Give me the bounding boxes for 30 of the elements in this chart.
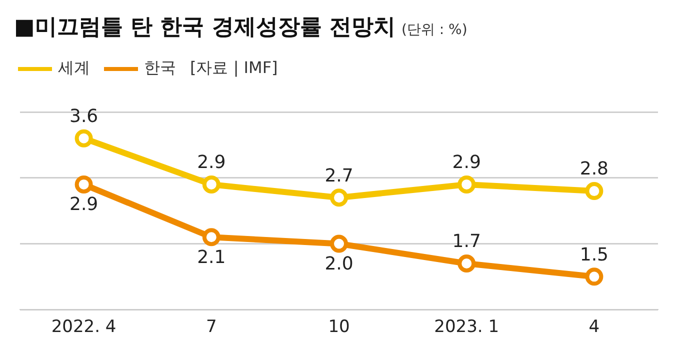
chart-subtitle: (단위 : %) bbox=[401, 22, 468, 38]
data-label: 2.9 bbox=[197, 152, 226, 174]
x-tick-label: 2022. 4 bbox=[51, 317, 116, 338]
x-tick-label: 10 bbox=[328, 317, 350, 338]
point bbox=[202, 228, 220, 246]
point bbox=[330, 234, 348, 253]
data-label: 2.9 bbox=[69, 194, 98, 216]
point bbox=[74, 129, 93, 148]
chart-title: ■미끄럼틀 탄 한국 경제성장률 전망치 bbox=[14, 15, 396, 40]
x-tick-label: 2023. 1 bbox=[434, 317, 500, 338]
legend-label: 세계 bbox=[57, 58, 90, 79]
data-label: 1.7 bbox=[452, 231, 481, 252]
point bbox=[74, 175, 93, 194]
x-tick-label: 4 bbox=[588, 317, 600, 338]
data-label: 1.5 bbox=[580, 244, 609, 266]
point bbox=[458, 175, 476, 194]
x-tick-label: 7 bbox=[206, 317, 217, 338]
data-label: 2.0 bbox=[324, 253, 354, 274]
text: [자료 | IMF] bbox=[190, 58, 278, 79]
point bbox=[458, 254, 476, 272]
data-label: 3.6 bbox=[69, 106, 98, 128]
point bbox=[202, 175, 220, 194]
data-label: 2.1 bbox=[197, 246, 226, 268]
point bbox=[585, 268, 604, 286]
data-label: 2.9 bbox=[452, 152, 481, 174]
legend-label: 한국 bbox=[143, 58, 176, 79]
point bbox=[585, 182, 604, 200]
point bbox=[330, 188, 348, 207]
data-label: 2.7 bbox=[324, 165, 354, 186]
data-label: 2.8 bbox=[580, 158, 609, 180]
